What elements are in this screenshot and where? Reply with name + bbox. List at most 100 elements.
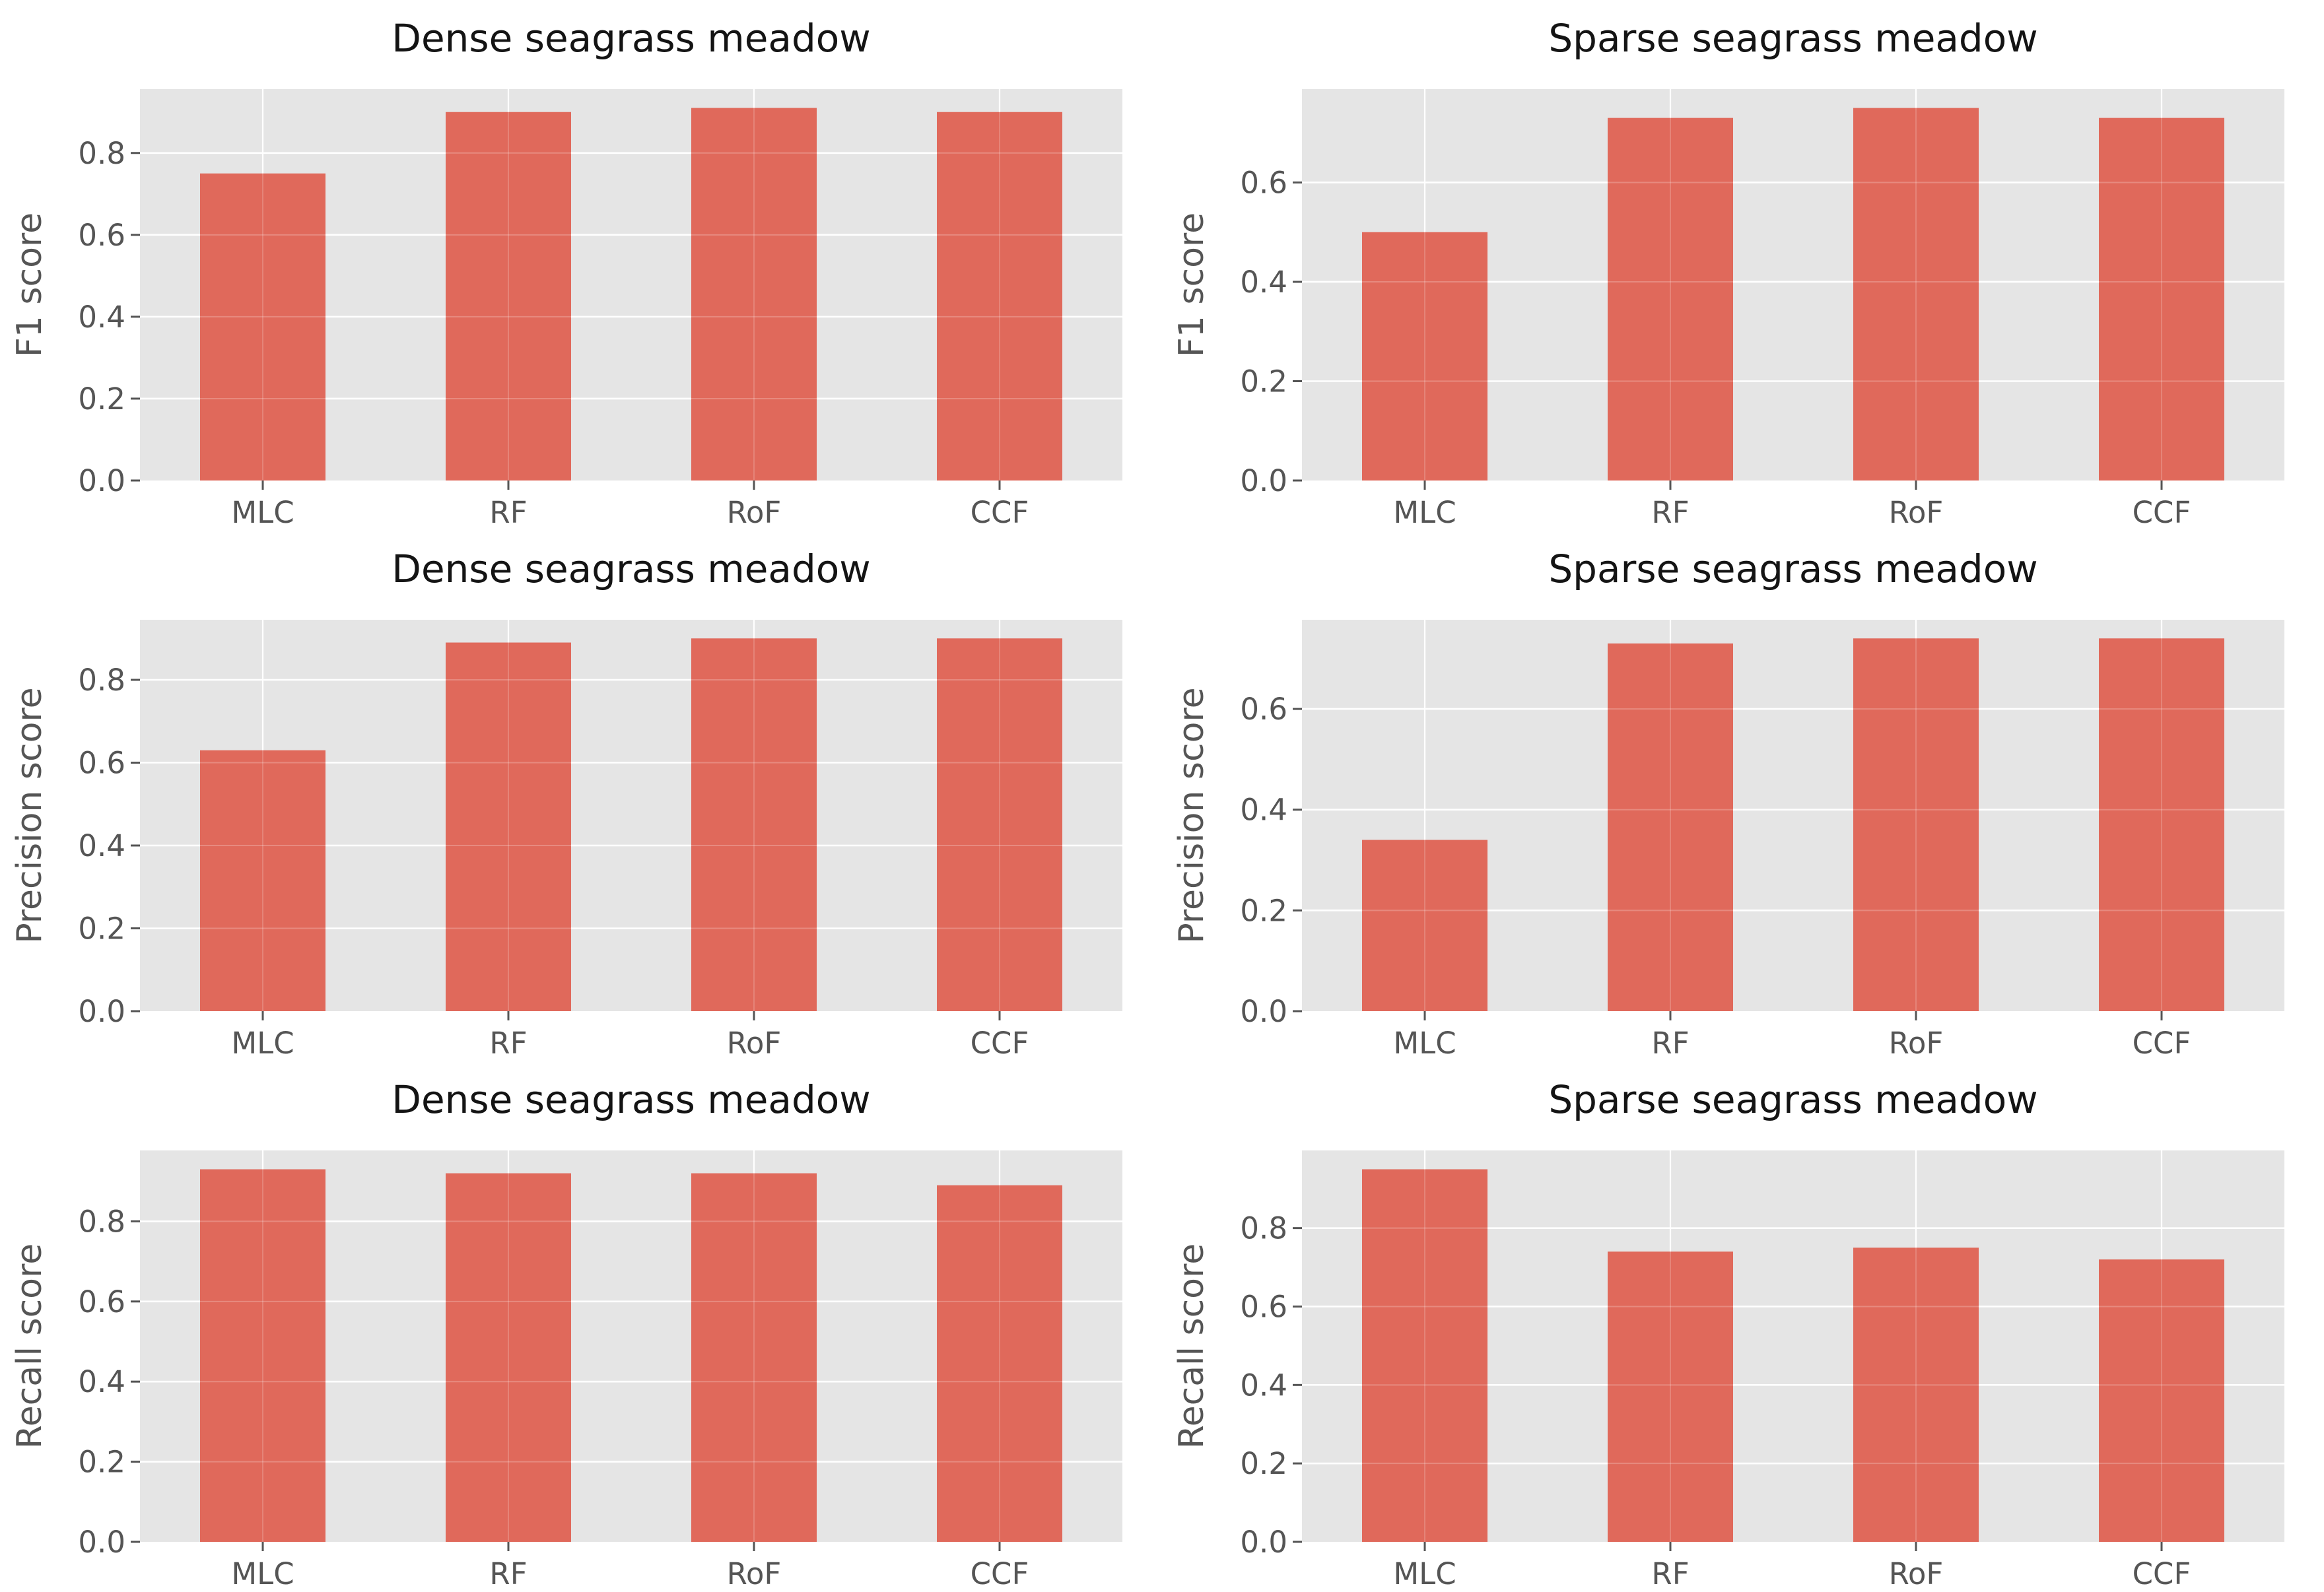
x-tick-label-rf: RF	[489, 495, 527, 530]
bar-ccf	[2099, 117, 2224, 481]
chart-svg-recall-sparse: 0.0 0.2 0.4 0.6 0.8 MLC RF RoF CCF Recall score Sp…	[1172, 1077, 2284, 1591]
x-tick-label-mlc: MLC	[1393, 1556, 1456, 1591]
bar-rof	[691, 108, 817, 481]
bar-rof	[691, 1173, 817, 1542]
y-tick-label: 0.8	[78, 1204, 125, 1239]
bar-ccf	[2099, 1259, 2224, 1542]
bar-rf	[446, 642, 571, 1011]
bar-mlc	[1362, 840, 1487, 1011]
bar-rf	[446, 1173, 571, 1542]
y-tick-label: 0.0	[78, 994, 125, 1029]
chart-title: Dense seagrass meadow	[392, 547, 870, 591]
bar-mlc	[200, 1169, 325, 1542]
x-tick-label-ccf: CCF	[971, 495, 1029, 530]
y-tick-label: 0.6	[78, 218, 125, 253]
y-tick-label: 0.4	[78, 828, 125, 863]
y-tick-label: 0.2	[1240, 1446, 1287, 1481]
chart-title: Sparse seagrass meadow	[1548, 1077, 2037, 1122]
y-tick-label: 0.0	[78, 1525, 125, 1560]
x-tick-label-mlc: MLC	[231, 495, 294, 530]
y-tick-label: 0.2	[1240, 364, 1287, 399]
x-tick-label-mlc: MLC	[1393, 1026, 1456, 1061]
chart-svg-precision-dense: 0.0 0.2 0.4 0.6 0.8 MLC RF RoF CCF Precision scor…	[10, 547, 1122, 1061]
bar-rf	[1608, 643, 1733, 1011]
x-tick-label-ccf: CCF	[2133, 495, 2191, 530]
chart-precision-dense: 0.0 0.2 0.4 0.6 0.8 MLC RF RoF CCF Precision scor…	[0, 531, 1162, 1061]
bar-ccf	[2099, 638, 2224, 1011]
x-tick-label-rf: RF	[1651, 1556, 1689, 1591]
y-axis-label: F1 score	[10, 213, 50, 357]
x-tick-label-rof: RoF	[1889, 1556, 1944, 1591]
y-axis-label: Recall score	[10, 1244, 50, 1449]
chart-svg-f1-dense: 0.0 0.2 0.4 0.6 0.8 MLC RF RoF CCF F1 score Dense …	[10, 16, 1122, 530]
bar-rof	[1853, 1247, 1979, 1542]
bar-rf	[1608, 117, 1733, 481]
bar-ccf	[937, 638, 1062, 1011]
y-axis-label: F1 score	[1172, 213, 1212, 357]
x-tick-label-rof: RoF	[727, 1556, 782, 1591]
chart-title: Sparse seagrass meadow	[1548, 16, 2037, 61]
x-tick-label-rf: RF	[489, 1026, 527, 1061]
y-tick-label: 0.4	[78, 300, 125, 335]
y-tick-label: 0.8	[1240, 1211, 1287, 1246]
bar-mlc	[200, 750, 325, 1011]
y-tick-label: 0.6	[78, 745, 125, 780]
x-tick-label-mlc: MLC	[231, 1556, 294, 1591]
x-tick-label-rf: RF	[489, 1556, 527, 1591]
x-tick-label-ccf: CCF	[971, 1026, 1029, 1061]
y-tick-label: 0.0	[1240, 463, 1287, 498]
y-tick-label: 0.8	[78, 663, 125, 698]
bar-rof	[1853, 108, 1979, 481]
y-tick-label: 0.6	[1240, 1289, 1287, 1324]
y-tick-label: 0.4	[78, 1364, 125, 1399]
y-tick-label: 0.0	[1240, 1525, 1287, 1560]
y-tick-label: 0.2	[78, 911, 125, 946]
y-tick-label: 0.6	[78, 1284, 125, 1319]
chart-svg-f1-sparse: 0.0 0.2 0.4 0.6 MLC RF RoF CCF F1 score Sparse se…	[1172, 16, 2284, 530]
y-tick-label: 0.2	[78, 1445, 125, 1480]
bar-rof	[691, 638, 817, 1011]
chart-f1-dense: 0.0 0.2 0.4 0.6 0.8 MLC RF RoF CCF F1 score Dense …	[0, 0, 1162, 531]
y-tick-label: 0.2	[78, 381, 125, 416]
y-tick-label: 0.6	[1240, 692, 1287, 727]
bar-ccf	[937, 1185, 1062, 1542]
chart-svg-precision-sparse: 0.0 0.2 0.4 0.6 MLC RF RoF CCF Precision score Sp…	[1172, 547, 2284, 1061]
y-tick-label: 0.8	[78, 136, 125, 171]
chart-title: Dense seagrass meadow	[392, 1077, 870, 1122]
y-axis-label: Recall score	[1172, 1244, 1212, 1449]
bar-mlc	[1362, 1169, 1487, 1542]
y-tick-label: 0.4	[1240, 793, 1287, 828]
chart-precision-sparse: 0.0 0.2 0.4 0.6 MLC RF RoF CCF Precision score Sp…	[1162, 531, 2324, 1061]
y-tick-label: 0.4	[1240, 265, 1287, 300]
bar-ccf	[937, 112, 1062, 481]
chart-title: Dense seagrass meadow	[392, 16, 870, 61]
y-tick-label: 0.4	[1240, 1368, 1287, 1403]
y-tick-label: 0.6	[1240, 165, 1287, 200]
bar-mlc	[1362, 232, 1487, 481]
chart-f1-sparse: 0.0 0.2 0.4 0.6 MLC RF RoF CCF F1 score Sparse se…	[1162, 0, 2324, 531]
x-tick-label-rf: RF	[1651, 1026, 1689, 1061]
x-tick-label-ccf: CCF	[2133, 1556, 2191, 1591]
bar-rf	[1608, 1251, 1733, 1542]
y-tick-label: 0.2	[1240, 893, 1287, 928]
bar-rof	[1853, 638, 1979, 1011]
chart-svg-recall-dense: 0.0 0.2 0.4 0.6 0.8 MLC RF RoF CCF Recall score De…	[10, 1077, 1122, 1591]
chart-recall-sparse: 0.0 0.2 0.4 0.6 0.8 MLC RF RoF CCF Recall score Sp…	[1162, 1061, 2324, 1592]
x-tick-label-ccf: CCF	[971, 1556, 1029, 1591]
x-tick-label-rof: RoF	[1889, 1026, 1944, 1061]
x-tick-label-ccf: CCF	[2133, 1026, 2191, 1061]
x-tick-label-rof: RoF	[727, 495, 782, 530]
bar-mlc	[200, 173, 325, 481]
x-tick-label-rof: RoF	[727, 1026, 782, 1061]
x-tick-label-mlc: MLC	[1393, 495, 1456, 530]
bar-rf	[446, 112, 571, 481]
x-tick-label-rof: RoF	[1889, 495, 1944, 530]
x-tick-label-rf: RF	[1651, 495, 1689, 530]
y-tick-label: 0.0	[1240, 994, 1287, 1029]
chart-recall-dense: 0.0 0.2 0.4 0.6 0.8 MLC RF RoF CCF Recall score De…	[0, 1061, 1162, 1592]
y-tick-label: 0.0	[78, 463, 125, 498]
y-axis-label: Precision score	[1172, 687, 1212, 943]
x-tick-label-mlc: MLC	[231, 1026, 294, 1061]
chart-title: Sparse seagrass meadow	[1548, 547, 2037, 591]
